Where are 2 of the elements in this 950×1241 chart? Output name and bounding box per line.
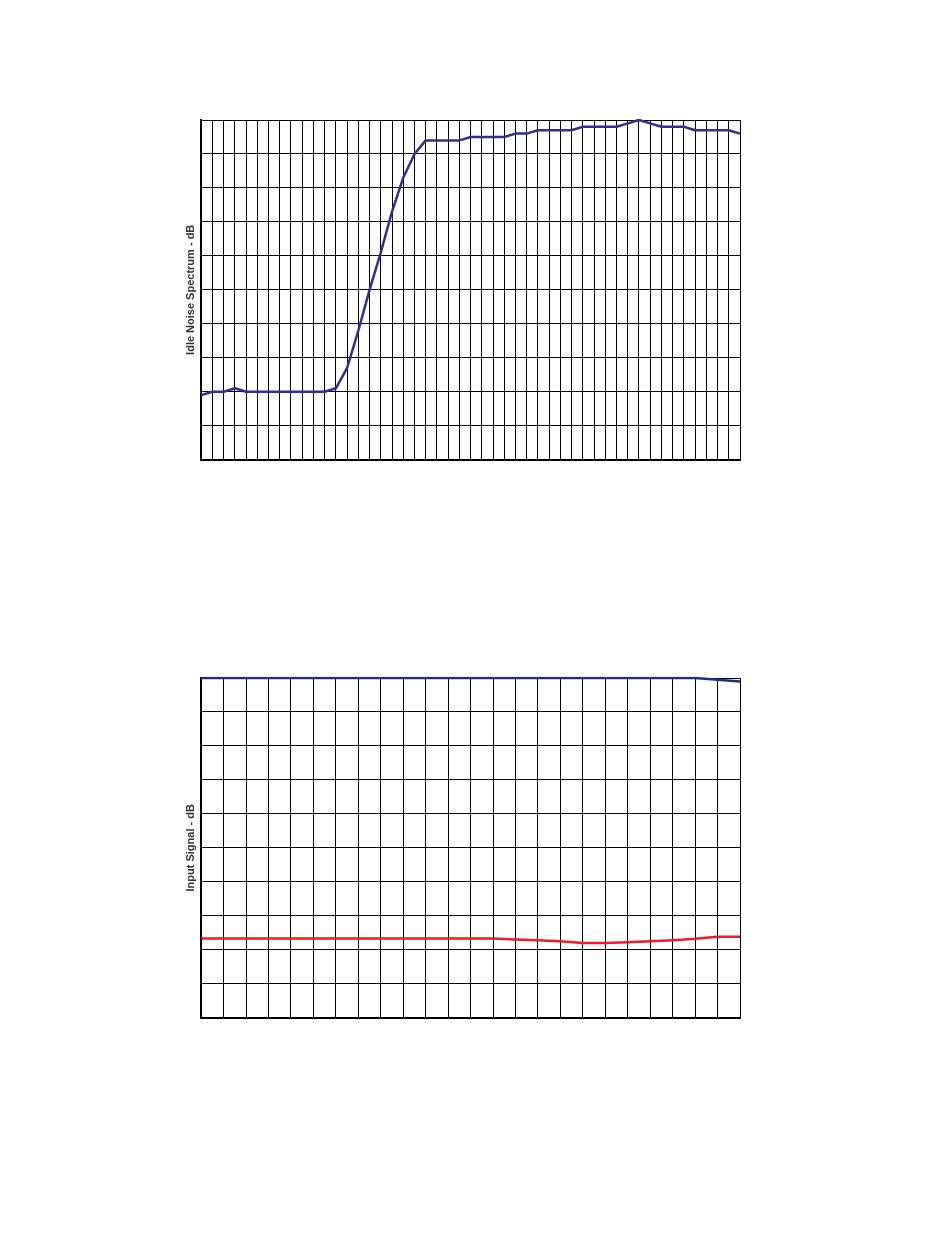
y-axis-title: Input Signal - dB [183, 804, 196, 892]
y-axis-title: Idle Noise Spectrum - dB [183, 224, 196, 355]
